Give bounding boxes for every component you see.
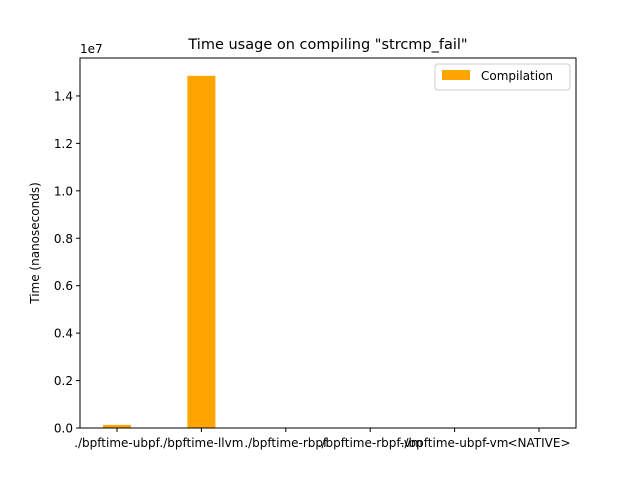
legend-label: Compilation	[481, 69, 553, 83]
legend: Compilation	[434, 63, 571, 91]
y-tick-label-0: 0.0	[54, 422, 73, 436]
x-ticks-group: ./bpftime-ubpf ./bpftime-llvm ./bpftime-rb…	[74, 428, 571, 450]
plot-frame	[79, 57, 577, 429]
y-ticks-group: 0.0 0.2 0.4 0.6 0.8 1.0 1.2 1.4	[54, 89, 80, 436]
x-tick-label-5: <NATIVE>	[507, 436, 570, 450]
x-tick-label-0: ./bpftime-ubpf	[74, 436, 160, 450]
chart-title: Time usage on compiling "strcmp_fail"	[187, 37, 467, 53]
bar-1	[187, 75, 216, 429]
bar-0	[103, 424, 131, 428]
x-tick-label-2: ./bpftime-rbpf	[244, 436, 328, 450]
y-tick-label-5: 1.0	[54, 184, 73, 198]
bars-group	[103, 75, 216, 429]
y-tick-label-7: 1.4	[54, 89, 73, 103]
x-tick-label-3: ./bpftime-rbpf-vm	[318, 436, 423, 450]
x-tick-label-1: ./bpftime-llvm	[159, 436, 243, 450]
y-tick-label-2: 0.4	[54, 327, 73, 341]
y-tick-label-4: 0.8	[54, 232, 73, 246]
y-tick-label-1: 0.2	[54, 374, 73, 388]
y-tick-label-6: 1.2	[54, 137, 73, 151]
x-tick-label-4: ./bpftime-ubpf-vm	[401, 436, 509, 450]
legend-swatch	[442, 70, 470, 80]
y-axis-offset-label: 1e7	[80, 42, 103, 56]
y-tick-label-3: 0.6	[54, 279, 73, 293]
y-axis-label: Time (nanoseconds)	[28, 182, 42, 305]
